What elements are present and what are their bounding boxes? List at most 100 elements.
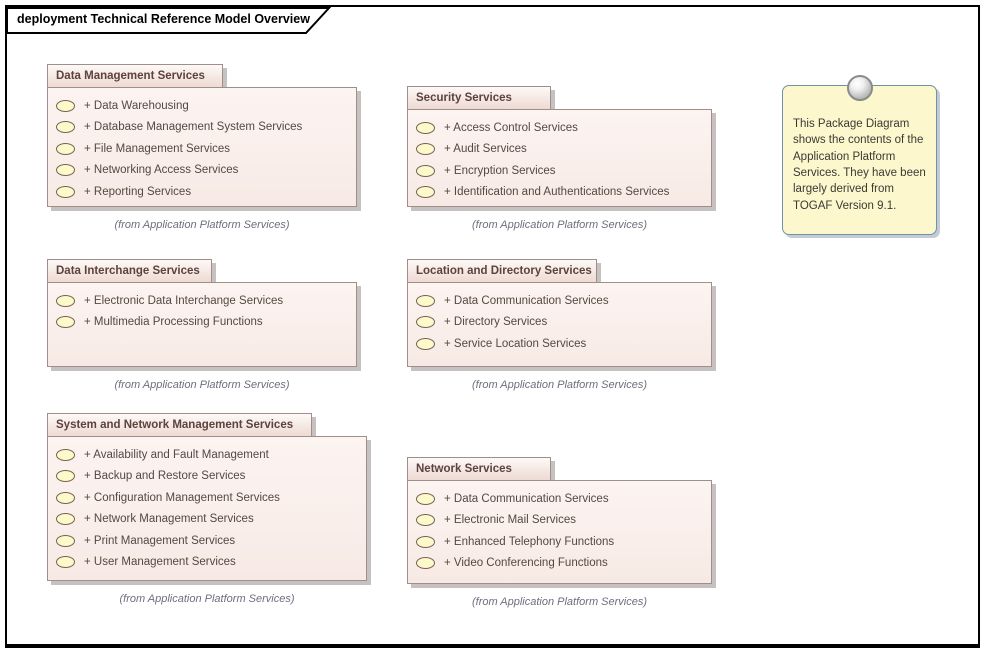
- package-item[interactable]: + Data Communication Services: [408, 290, 711, 312]
- package-from-caption: (from Application Platform Services): [471, 219, 648, 231]
- package-item-label: + Access Control Services: [444, 121, 578, 134]
- package-item-label: + Reporting Services: [84, 185, 192, 198]
- diagram-frame: deployment Technical Reference Model Ove…: [5, 5, 980, 648]
- package-tab[interactable]: Network Services: [407, 457, 551, 481]
- package-item-label: + Database Management System Services: [84, 121, 303, 134]
- package-from-caption: (from Application Platform Services): [119, 593, 295, 605]
- operation-ellipse-icon: [416, 121, 435, 134]
- package-item-label: + Enhanced Telephony Functions: [444, 535, 615, 548]
- package-item-label: + Data Communication Services: [444, 294, 609, 307]
- package-item-label: + Electronic Mail Services: [444, 514, 576, 527]
- package-item[interactable]: + Print Management Services: [48, 530, 366, 552]
- operation-ellipse-icon: [416, 294, 435, 307]
- package-name: Data Management Services: [56, 70, 205, 82]
- operation-ellipse-icon: [416, 337, 435, 350]
- operation-ellipse-icon: [416, 316, 435, 329]
- package-item[interactable]: + Reporting Services: [48, 181, 356, 203]
- package-item-label: + Data Warehousing: [84, 99, 189, 112]
- package-name: Location and Directory Services: [416, 265, 592, 277]
- package-item-label: + Encryption Services: [444, 164, 556, 177]
- package-body[interactable]: + Availability and Fault Management + Ba…: [47, 436, 367, 581]
- package-tab[interactable]: Data Interchange Services: [47, 259, 212, 283]
- package-name: Network Services: [416, 463, 512, 475]
- package-item-label: + Data Communication Services: [444, 492, 609, 505]
- package-item[interactable]: + Enhanced Telephony Functions: [408, 531, 711, 553]
- operation-ellipse-icon: [56, 164, 75, 177]
- package-item-label: + Multimedia Processing Functions: [84, 316, 263, 329]
- package-item[interactable]: + Access Control Services: [408, 117, 711, 139]
- package-item[interactable]: + User Management Services: [48, 552, 366, 574]
- package-item[interactable]: + Encryption Services: [408, 160, 711, 182]
- operation-ellipse-icon: [56, 185, 75, 198]
- package-item-label: + Network Management Services: [84, 513, 254, 526]
- package-item-label: + Networking Access Services: [84, 164, 239, 177]
- package-name: System and Network Management Services: [56, 419, 294, 431]
- package-item[interactable]: + Configuration Management Services: [48, 487, 366, 509]
- package-item[interactable]: + Video Conferencing Functions: [408, 553, 711, 575]
- package-item[interactable]: + Electronic Mail Services: [408, 510, 711, 532]
- package-body[interactable]: + Access Control Services + Audit Servic…: [407, 109, 712, 207]
- diagram-title: deployment Technical Reference Model Ove…: [17, 12, 310, 26]
- package-item-label: + Video Conferencing Functions: [444, 557, 608, 570]
- operation-ellipse-icon: [416, 535, 435, 548]
- package-name: Security Services: [416, 92, 512, 104]
- package-item[interactable]: + Backup and Restore Services: [48, 466, 366, 488]
- package-item-label: + Configuration Management Services: [84, 491, 280, 504]
- package-body[interactable]: + Data Communication Services + Electron…: [407, 480, 712, 584]
- package-item-label: + Service Location Services: [444, 337, 587, 350]
- package-item[interactable]: + Database Management System Services: [48, 117, 356, 139]
- package-tab[interactable]: System and Network Management Services: [47, 413, 312, 437]
- package-body[interactable]: + Data Warehousing + Database Management…: [47, 87, 357, 207]
- operation-ellipse-icon: [56, 121, 75, 134]
- package-item-label: + User Management Services: [84, 556, 236, 569]
- package-from-caption: (from Application Platform Services): [471, 596, 648, 608]
- package-tab[interactable]: Security Services: [407, 86, 551, 110]
- package-name: Data Interchange Services: [56, 265, 200, 277]
- package-item[interactable]: + Data Communication Services: [408, 488, 711, 510]
- package-tab[interactable]: Location and Directory Services: [407, 259, 597, 283]
- note-text: This Package Diagram shows the contents …: [793, 118, 926, 212]
- package-item[interactable]: + Audit Services: [408, 139, 711, 161]
- package-item[interactable]: + Electronic Data Interchange Services: [48, 290, 356, 312]
- pin-icon: [847, 75, 873, 101]
- package-item-label: + Audit Services: [444, 143, 527, 156]
- operation-ellipse-icon: [416, 492, 435, 505]
- operation-ellipse-icon: [416, 186, 435, 199]
- operation-ellipse-icon: [56, 556, 75, 569]
- operation-ellipse-icon: [56, 294, 75, 307]
- package-from-caption: (from Application Platform Services): [114, 379, 290, 391]
- package-item-label: + Availability and Fault Management: [84, 448, 269, 461]
- package-item[interactable]: + File Management Services: [48, 138, 356, 160]
- operation-ellipse-icon: [416, 557, 435, 570]
- package-item[interactable]: + Availability and Fault Management: [48, 444, 366, 466]
- note-box[interactable]: This Package Diagram shows the contents …: [782, 85, 937, 235]
- operation-ellipse-icon: [416, 164, 435, 177]
- package-body[interactable]: + Data Communication Services + Director…: [407, 282, 712, 367]
- operation-ellipse-icon: [416, 514, 435, 527]
- package-security-services: Security Services + Access Control Servi…: [407, 86, 712, 231]
- operation-ellipse-icon: [56, 99, 75, 112]
- package-item[interactable]: + Service Location Services: [408, 333, 711, 355]
- package-item[interactable]: + Network Management Services: [48, 509, 366, 531]
- package-item-label: + Identification and Authentications Ser…: [444, 186, 670, 199]
- diagram-frame-label[interactable]: deployment Technical Reference Model Ove…: [7, 7, 337, 35]
- package-from-caption: (from Application Platform Services): [114, 219, 290, 231]
- operation-ellipse-icon: [56, 470, 75, 483]
- package-item-label: + File Management Services: [84, 142, 231, 155]
- package-item[interactable]: + Identification and Authentications Ser…: [408, 182, 711, 204]
- package-item[interactable]: + Data Warehousing: [48, 95, 356, 117]
- package-network-services: Network Services + Data Communication Se…: [407, 457, 712, 608]
- package-tab[interactable]: Data Management Services: [47, 64, 223, 88]
- operation-ellipse-icon: [56, 316, 75, 329]
- package-item[interactable]: + Directory Services: [408, 312, 711, 334]
- package-from-caption: (from Application Platform Services): [471, 379, 648, 391]
- package-item-label: + Backup and Restore Services: [84, 470, 246, 483]
- package-body[interactable]: + Electronic Data Interchange Services +…: [47, 282, 357, 367]
- operation-ellipse-icon: [416, 143, 435, 156]
- package-item[interactable]: + Networking Access Services: [48, 160, 356, 182]
- operation-ellipse-icon: [56, 513, 75, 526]
- frame-label-pentagon: [7, 7, 332, 34]
- operation-ellipse-icon: [56, 448, 75, 461]
- package-item[interactable]: + Multimedia Processing Functions: [48, 312, 356, 334]
- package-item-label: + Directory Services: [444, 316, 548, 329]
